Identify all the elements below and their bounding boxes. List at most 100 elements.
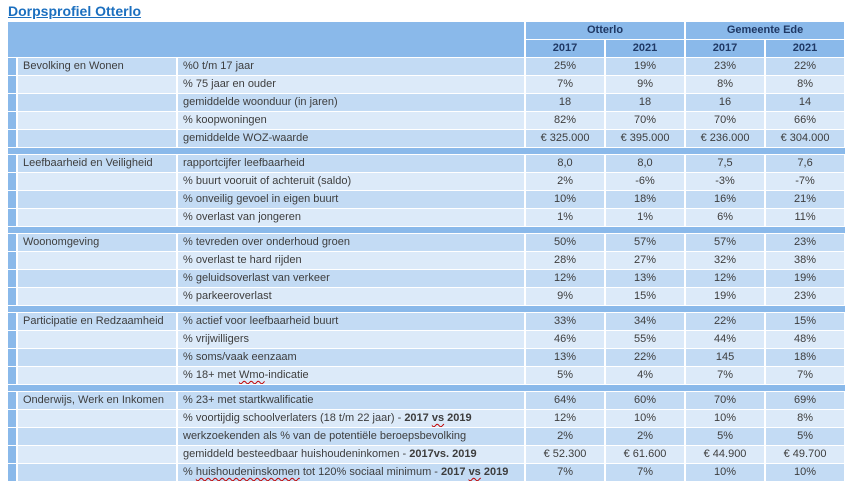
category-cell — [17, 93, 178, 112]
table-row: werkzoekenden als % van de potentiële be… — [8, 427, 847, 446]
category-cell — [17, 190, 178, 209]
value-cell: 16% — [685, 190, 767, 209]
value-cell: 10% — [685, 409, 767, 428]
value-cell: 18% — [765, 348, 847, 367]
value-cell: 14 — [765, 93, 847, 112]
category-cell — [17, 75, 178, 94]
value-cell: 23% — [765, 233, 847, 252]
indicator-cell: % 18+ met Wmo-indicatie — [177, 366, 527, 385]
table-edge-cell — [8, 208, 18, 227]
value-cell: 19% — [765, 269, 847, 288]
indicator-cell: rapportcijfer leefbaarheid — [177, 154, 527, 173]
value-cell: 44% — [685, 330, 767, 349]
value-cell: 34% — [605, 312, 687, 331]
value-cell: € 52.300 — [525, 445, 607, 464]
value-cell: 70% — [685, 391, 767, 410]
value-cell: € 44.900 — [685, 445, 767, 464]
indicator-cell: gemiddeld besteedbaar huishoudeninkomen … — [177, 445, 527, 464]
table-edge-cell — [8, 348, 18, 367]
table-row: % parkeeroverlast 9% 15% 19% 23% — [8, 287, 847, 306]
value-cell: 22% — [605, 348, 687, 367]
value-cell: 5% — [525, 366, 607, 385]
value-cell: 55% — [605, 330, 687, 349]
table-row: gemiddelde woonduur (in jaren) 18 18 16 14 — [8, 93, 847, 112]
value-cell: € 61.600 — [605, 445, 687, 464]
table-edge-cell — [8, 330, 18, 349]
table-edge-cell — [8, 57, 18, 76]
value-cell: 6% — [685, 208, 767, 227]
value-cell: 7% — [525, 463, 607, 482]
value-cell: 9% — [525, 287, 607, 306]
indicator-cell: % tevreden over onderhoud groen — [177, 233, 527, 252]
category-cell — [17, 269, 178, 288]
value-cell: 22% — [685, 312, 767, 331]
table-row: % buurt vooruit of achteruit (saldo) 2% -6… — [8, 172, 847, 191]
table-edge-cell — [8, 154, 18, 173]
table-body: Bevolking en Wonen %0 t/m 17 jaar 25% 19% 23… — [8, 57, 847, 482]
category-cell: Onderwijs, Werk en Inkomen — [17, 391, 178, 410]
value-cell: 16 — [685, 93, 767, 112]
value-cell: 12% — [525, 269, 607, 288]
table-row: % 75 jaar en ouder 7% 9% 8% 8% — [8, 75, 847, 94]
category-cell — [17, 409, 178, 428]
value-cell: 27% — [605, 251, 687, 270]
group-separator — [8, 384, 846, 392]
value-cell: 46% — [525, 330, 607, 349]
value-cell: 70% — [605, 111, 687, 130]
table-edge-cell — [8, 129, 18, 148]
table-edge-cell — [8, 269, 18, 288]
indicator-cell: werkzoekenden als % van de potentiële be… — [177, 427, 527, 446]
category-cell — [17, 172, 178, 191]
category-cell — [17, 348, 178, 367]
header-empty-cell — [8, 22, 527, 58]
value-cell: 15% — [765, 312, 847, 331]
category-cell — [17, 208, 178, 227]
header-year: 2017 — [685, 39, 767, 58]
value-cell: 10% — [765, 463, 847, 482]
category-cell — [17, 251, 178, 270]
dorpsprofiel-table: Otterlo Gemeente Ede 2017 2021 2017 2021… — [8, 22, 847, 482]
indicator-cell: % vrijwilligers — [177, 330, 527, 349]
category-cell — [17, 129, 178, 148]
value-cell: 23% — [765, 287, 847, 306]
value-cell: 8% — [685, 75, 767, 94]
table-row: % huishoudeninskomen tot 120% sociaal mi… — [8, 463, 847, 482]
table-edge-cell — [8, 251, 18, 270]
value-cell: 57% — [685, 233, 767, 252]
value-cell: 5% — [765, 427, 847, 446]
value-cell: -6% — [605, 172, 687, 191]
table-row: % geluidsoverlast van verkeer 12% 13% 12% 19… — [8, 269, 847, 288]
value-cell: 1% — [525, 208, 607, 227]
value-cell: 9% — [605, 75, 687, 94]
table-edge-cell — [8, 463, 18, 482]
indicator-cell: % onveilig gevoel in eigen buurt — [177, 190, 527, 209]
table-edge-cell — [8, 93, 18, 112]
value-cell: 19% — [605, 57, 687, 76]
value-cell: 12% — [525, 409, 607, 428]
table-header: Otterlo Gemeente Ede 2017 2021 2017 2021 — [8, 22, 847, 58]
header-gemeente-ede: Gemeente Ede — [685, 22, 847, 40]
table-row: gemiddeld besteedbaar huishoudeninkomen … — [8, 445, 847, 464]
value-cell: 10% — [685, 463, 767, 482]
value-cell: 8,0 — [525, 154, 607, 173]
header-year: 2021 — [605, 39, 687, 58]
table-row: Woonomgeving% tevreden over onderhoud gr… — [8, 233, 847, 252]
value-cell: 50% — [525, 233, 607, 252]
table-row: % soms/vaak eenzaam 13% 22% 145 18% — [8, 348, 847, 367]
value-cell: 10% — [525, 190, 607, 209]
category-cell: Leefbaarheid en Veiligheid — [17, 154, 178, 173]
indicator-cell: % overlast te hard rijden — [177, 251, 527, 270]
indicator-cell: % huishoudeninskomen tot 120% sociaal mi… — [177, 463, 527, 482]
indicator-cell: % koopwoningen — [177, 111, 527, 130]
value-cell: 11% — [765, 208, 847, 227]
value-cell: € 325.000 — [525, 129, 607, 148]
value-cell: 57% — [605, 233, 687, 252]
header-row-groups: Otterlo Gemeente Ede — [8, 22, 847, 58]
group-separator — [8, 305, 846, 313]
table-row: Leefbaarheid en Veiligheid rapportcijfer … — [8, 154, 847, 173]
indicator-cell: % overlast van jongeren — [177, 208, 527, 227]
value-cell: 5% — [685, 427, 767, 446]
category-cell — [17, 366, 178, 385]
header-year: 2017 — [525, 39, 607, 58]
category-cell — [17, 330, 178, 349]
